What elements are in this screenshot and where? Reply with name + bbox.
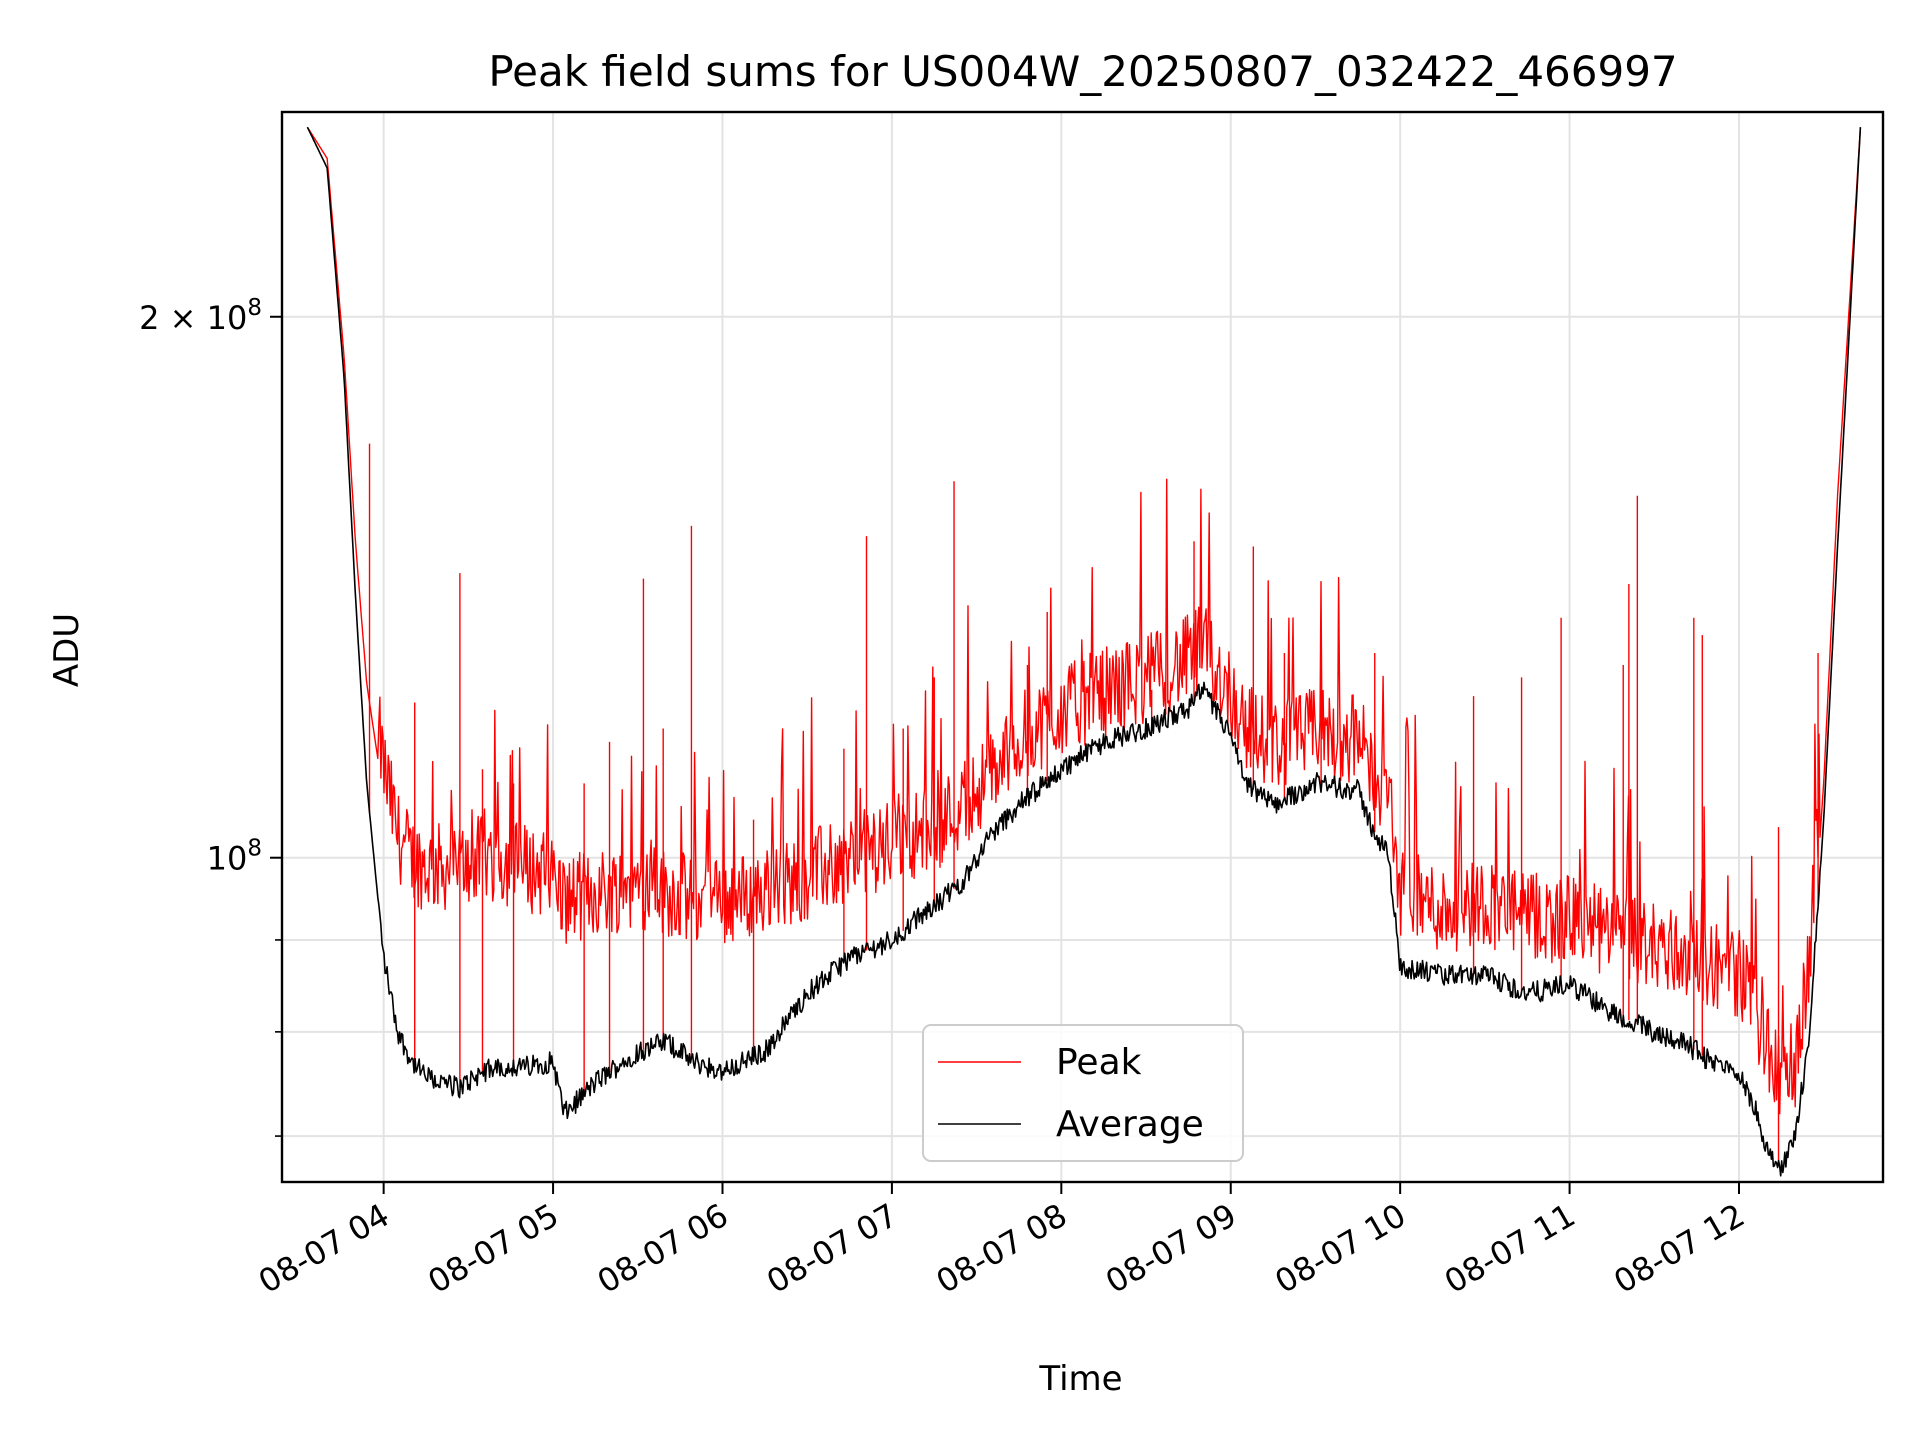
x-axis-label: Time bbox=[1038, 1359, 1122, 1399]
legend-peak-label: Peak bbox=[1056, 1042, 1142, 1083]
chart-title: Peak field sums for US004W_20250807_0324… bbox=[488, 47, 1677, 96]
series-average-line bbox=[306, 126, 1862, 1177]
series-peak-line bbox=[306, 126, 1862, 1115]
y-axis: 108 2 × 108 bbox=[139, 295, 282, 1137]
legend-average-label: Average bbox=[1056, 1104, 1204, 1145]
legend-box bbox=[922, 1024, 1244, 1162]
y-tick-label: 108 bbox=[207, 836, 262, 878]
legend: Peak Average bbox=[922, 1024, 1244, 1162]
y-tick-label: 2 × 108 bbox=[139, 295, 262, 337]
y-axis-label: ADU bbox=[47, 613, 87, 687]
peak-spikes bbox=[368, 443, 1819, 1166]
plot-area bbox=[306, 126, 1862, 1177]
axes-frame bbox=[280, 110, 1885, 1184]
